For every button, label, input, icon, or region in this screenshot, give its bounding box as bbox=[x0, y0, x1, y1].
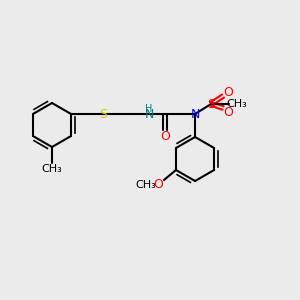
Text: O: O bbox=[153, 178, 163, 191]
Text: S: S bbox=[207, 98, 215, 110]
Text: H: H bbox=[146, 104, 153, 114]
Text: N: N bbox=[190, 107, 200, 121]
Text: N: N bbox=[144, 107, 154, 121]
Text: CH₃: CH₃ bbox=[136, 180, 156, 190]
Text: O: O bbox=[223, 85, 233, 98]
Text: CH₃: CH₃ bbox=[42, 164, 62, 174]
Text: O: O bbox=[223, 106, 233, 118]
Text: O: O bbox=[160, 130, 170, 142]
Text: S: S bbox=[99, 107, 107, 121]
Text: CH₃: CH₃ bbox=[227, 99, 248, 109]
